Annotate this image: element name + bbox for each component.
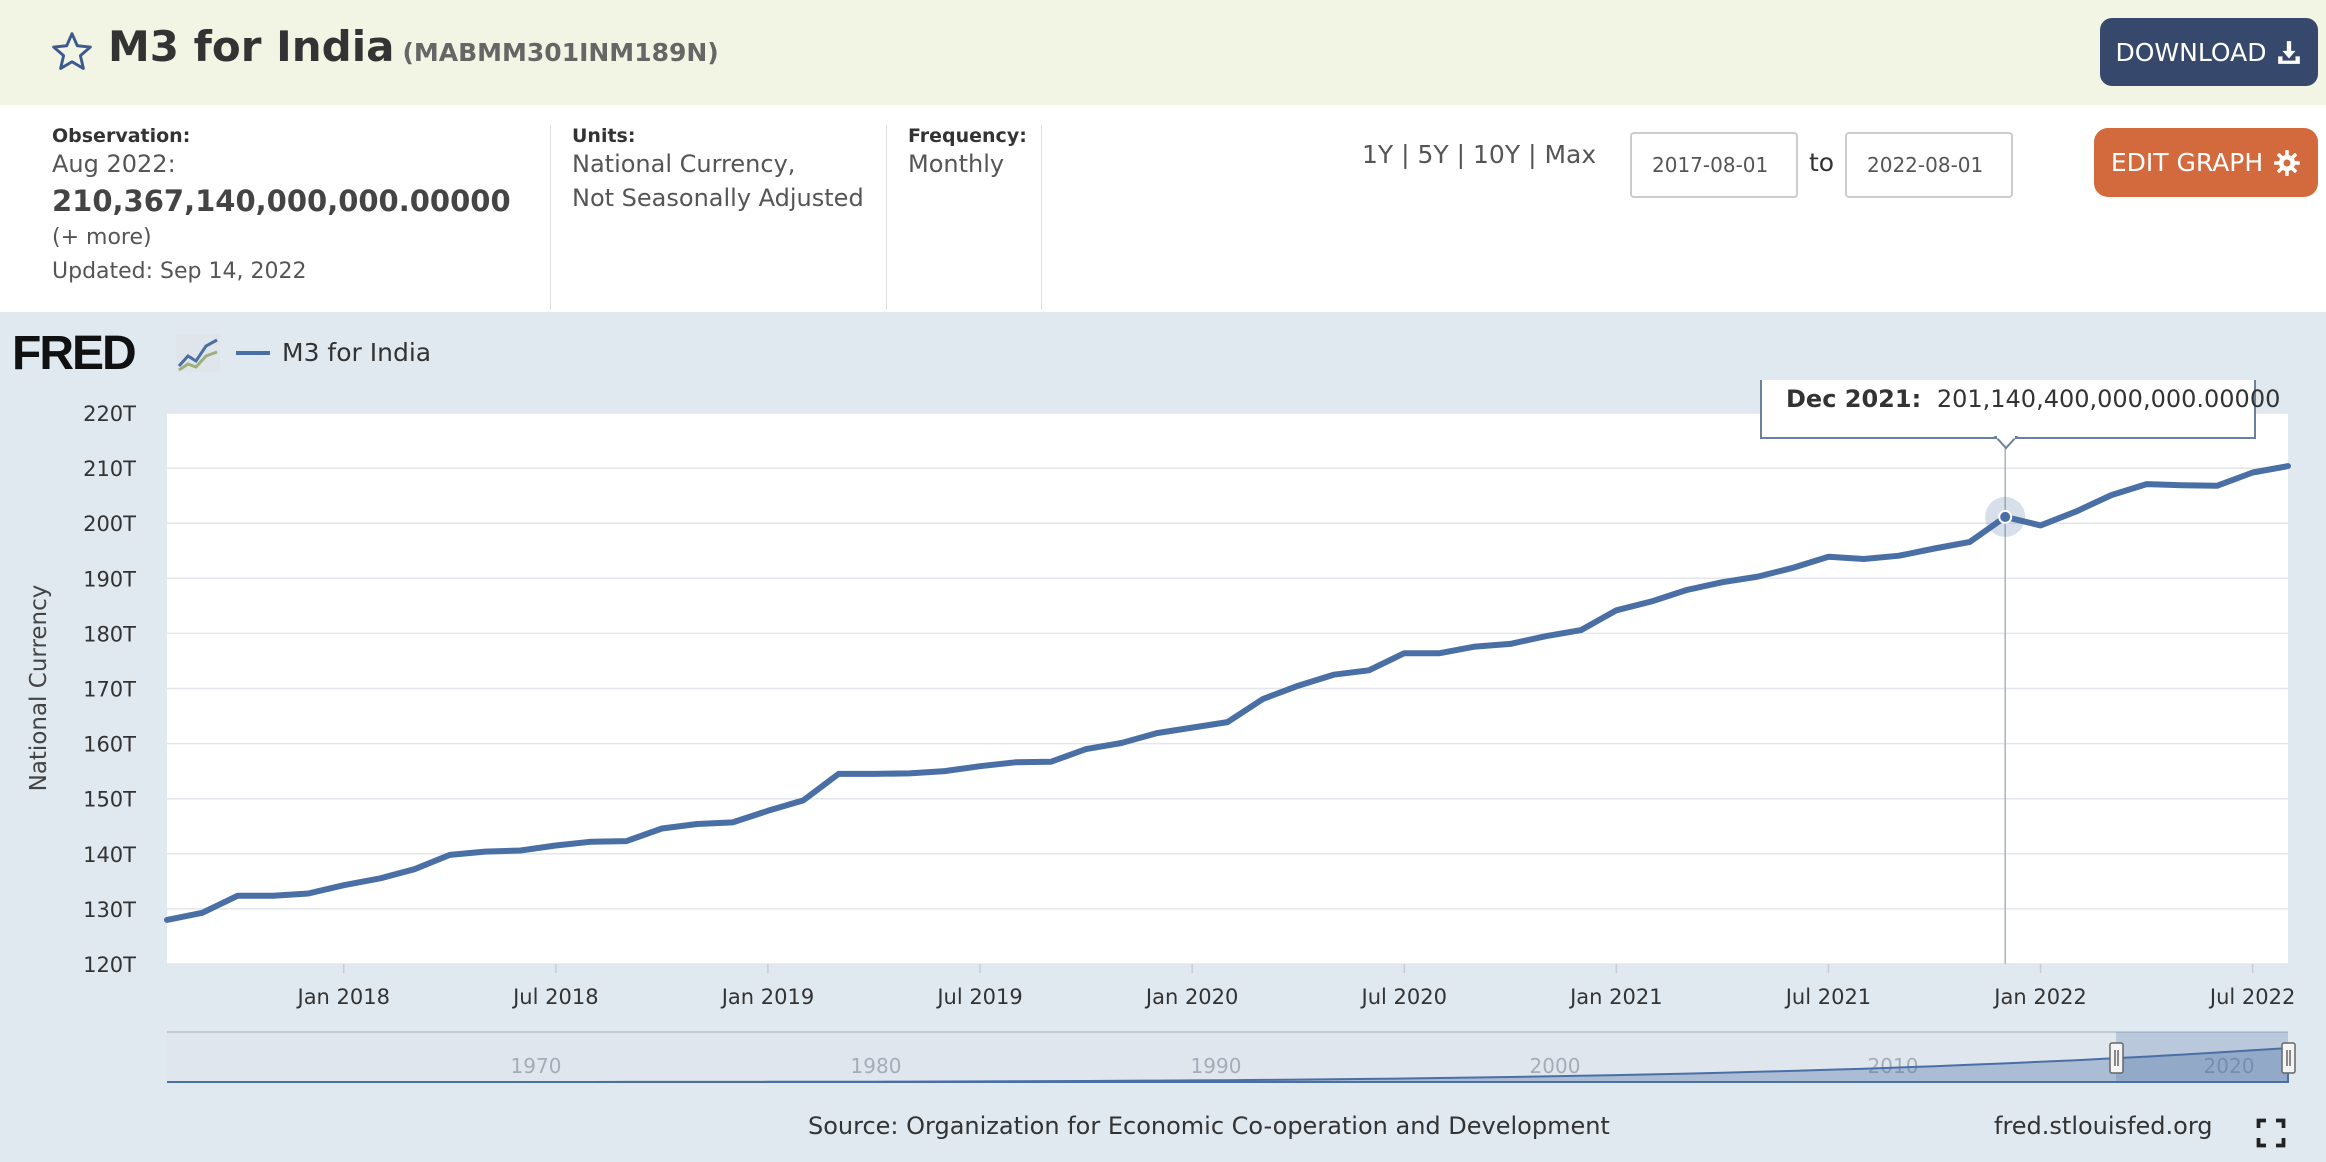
x-tick-label: Jan 2022 (1992, 985, 2087, 1009)
tooltip: Dec 2021: 201,140,400,000,000.00000 (1760, 380, 2280, 450)
observation-date: Aug 2022: (52, 150, 176, 178)
y-tick-label: 120T (83, 953, 136, 977)
y-tick-label: 130T (83, 898, 136, 922)
x-tick-label: Jul 2019 (935, 985, 1022, 1009)
x-axis-ticks: Jan 2018 Jul 2018 Jan 2019 Jul 2019 Jan 2020… (296, 964, 2295, 1009)
range-separator: | (1456, 140, 1474, 169)
range-separator: | (1528, 140, 1545, 169)
gridlines (167, 412, 2288, 965)
y-axis-ticks: 120T 130T 140T 150T 160T 170T 180T 190T 200T 210T… (83, 402, 136, 977)
frequency-label: Frequency: (908, 125, 1027, 147)
x-tick-label: Jul 2018 (511, 985, 598, 1009)
units-block: Units: National Currency, Not Seasonally… (572, 125, 864, 215)
star-icon[interactable] (50, 30, 94, 74)
navigator-track (167, 1032, 2288, 1082)
y-tick-label: 170T (83, 678, 136, 702)
observation-value: 210,367,140,000,000.00000 (52, 184, 511, 218)
edit-graph-button[interactable]: EDIT GRAPH (2094, 128, 2318, 197)
observation-label: Observation: (52, 125, 191, 147)
navigator-handle-left[interactable] (2109, 1042, 2124, 1074)
range-max-button[interactable]: Max (1544, 140, 1597, 169)
more-link[interactable]: (+ more) (52, 225, 152, 250)
series-title: M3 for India (108, 22, 395, 71)
navigator-year-label: 2000 (1530, 1054, 1581, 1078)
navigator-year-label: 2020 (2204, 1054, 2255, 1078)
tooltip-value: 201,140,400,000,000.00000 (1937, 385, 2281, 413)
units-label: Units: (572, 125, 636, 147)
x-tick-label: Jul 2022 (2208, 985, 2295, 1009)
units-line-2: Not Seasonally Adjusted (572, 184, 864, 212)
chart-icon (176, 334, 220, 372)
y-tick-label: 200T (83, 512, 136, 536)
navigator-year-label: 1970 (511, 1054, 562, 1078)
divider (1041, 125, 1042, 310)
frequency-value: Monthly (908, 150, 1005, 178)
y-axis-label: National Currency (26, 585, 52, 792)
y-tick-label: 150T (83, 788, 136, 812)
observation-block: Observation: Aug 2022: 210,367,140,000,0… (52, 125, 511, 289)
range-separator: | (1401, 140, 1418, 169)
y-tick-label: 160T (83, 733, 136, 757)
y-tick-label: 140T (83, 843, 136, 867)
x-tick-label: Jul 2020 (1360, 985, 1447, 1009)
range-5y-button[interactable]: 5Y (1417, 140, 1449, 169)
series-header: M3 for India (MABMM301INM189N) DOWNLOAD (0, 0, 2326, 105)
x-tick-label: Jan 2020 (1144, 985, 1239, 1009)
y-tick-label: 190T (83, 567, 136, 591)
range-selector: 1Y | 5Y | 10Y | Max (1362, 140, 1596, 169)
x-tick-label: Jan 2019 (720, 985, 815, 1009)
fred-logo-text: FRED (12, 327, 137, 380)
x-tick-label: Jul 2021 (1784, 985, 1871, 1009)
gear-icon (2274, 149, 2301, 176)
units-line-1: National Currency, (572, 150, 796, 178)
series-line (164, 463, 2291, 923)
edit-graph-label: EDIT GRAPH (2110, 148, 2264, 177)
divider (886, 125, 887, 310)
fred-logo: FRED (12, 326, 137, 381)
navigator-handle-right[interactable] (2281, 1042, 2296, 1074)
page-title: M3 for India (MABMM301INM189N) (108, 22, 719, 71)
source-note[interactable]: Source: Organization for Economic Co-ope… (808, 1112, 1610, 1140)
navigator-series-area (167, 1046, 2289, 1083)
y-tick-label: 210T (83, 457, 136, 481)
x-tick-label: Jan 2018 (296, 985, 391, 1009)
navigator[interactable]: 1970 1980 1990 2000 2010 2020 (167, 1031, 2296, 1083)
navigator-year-label: 2010 (1868, 1054, 1919, 1078)
legend-series-label: M3 for India (282, 338, 432, 367)
to-label: to (1809, 148, 1835, 177)
range-10y-button[interactable]: 10Y (1473, 140, 1521, 169)
navigator-year-label: 1980 (851, 1054, 902, 1078)
site-link[interactable]: fred.stlouisfed.org (1994, 1112, 2213, 1140)
date-to-input[interactable]: 2022-08-01 (1845, 132, 2013, 198)
updated-date: Updated: Sep 14, 2022 (52, 259, 307, 284)
legend-swatch (236, 350, 270, 355)
line-chart[interactable]: 120T 130T 140T 150T 160T 170T 180T 190T 200T 210T… (0, 380, 2326, 1110)
tooltip-date: Dec 2021: (1786, 385, 1921, 413)
download-button[interactable]: DOWNLOAD (2100, 18, 2318, 86)
y-tick-label: 220T (83, 402, 136, 426)
divider (550, 125, 551, 310)
series-id: (MABMM301INM189N) (402, 38, 719, 67)
navigator-year-label: 1990 (1191, 1054, 1242, 1078)
y-tick-label: 180T (83, 622, 136, 646)
download-icon (2278, 41, 2301, 64)
chart-legend[interactable]: M3 for India (236, 338, 431, 367)
date-from-input[interactable]: 2017-08-01 (1630, 132, 1798, 198)
download-label: DOWNLOAD (2115, 37, 2267, 67)
range-1y-button[interactable]: 1Y (1362, 140, 1394, 169)
frequency-block: Frequency: Monthly (908, 125, 1027, 181)
navigator-labels: 1970 1980 1990 2000 2010 2020 (511, 1054, 2255, 1078)
navigator-selection[interactable] (2116, 1032, 2288, 1082)
hover-point[interactable] (1998, 509, 2013, 524)
x-tick-label: Jan 2021 (1568, 985, 1663, 1009)
fullscreen-icon[interactable] (2256, 1118, 2286, 1148)
tooltip-text: Dec 2021: 201,140,400,000,000.00000 (1786, 385, 2280, 413)
